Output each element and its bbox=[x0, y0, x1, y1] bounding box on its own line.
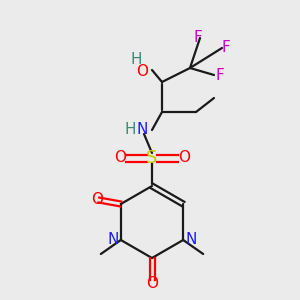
Text: H: H bbox=[124, 122, 136, 137]
Text: N: N bbox=[136, 122, 148, 137]
Text: N: N bbox=[185, 232, 197, 247]
Text: S: S bbox=[146, 149, 158, 167]
Text: O: O bbox=[146, 277, 158, 292]
Text: O: O bbox=[114, 151, 126, 166]
Text: H: H bbox=[130, 52, 142, 68]
Text: O: O bbox=[91, 193, 103, 208]
Text: O: O bbox=[136, 64, 148, 79]
Text: F: F bbox=[194, 31, 202, 46]
Text: F: F bbox=[216, 68, 224, 82]
Text: N: N bbox=[107, 232, 118, 247]
Text: F: F bbox=[222, 40, 230, 56]
Text: O: O bbox=[178, 151, 190, 166]
